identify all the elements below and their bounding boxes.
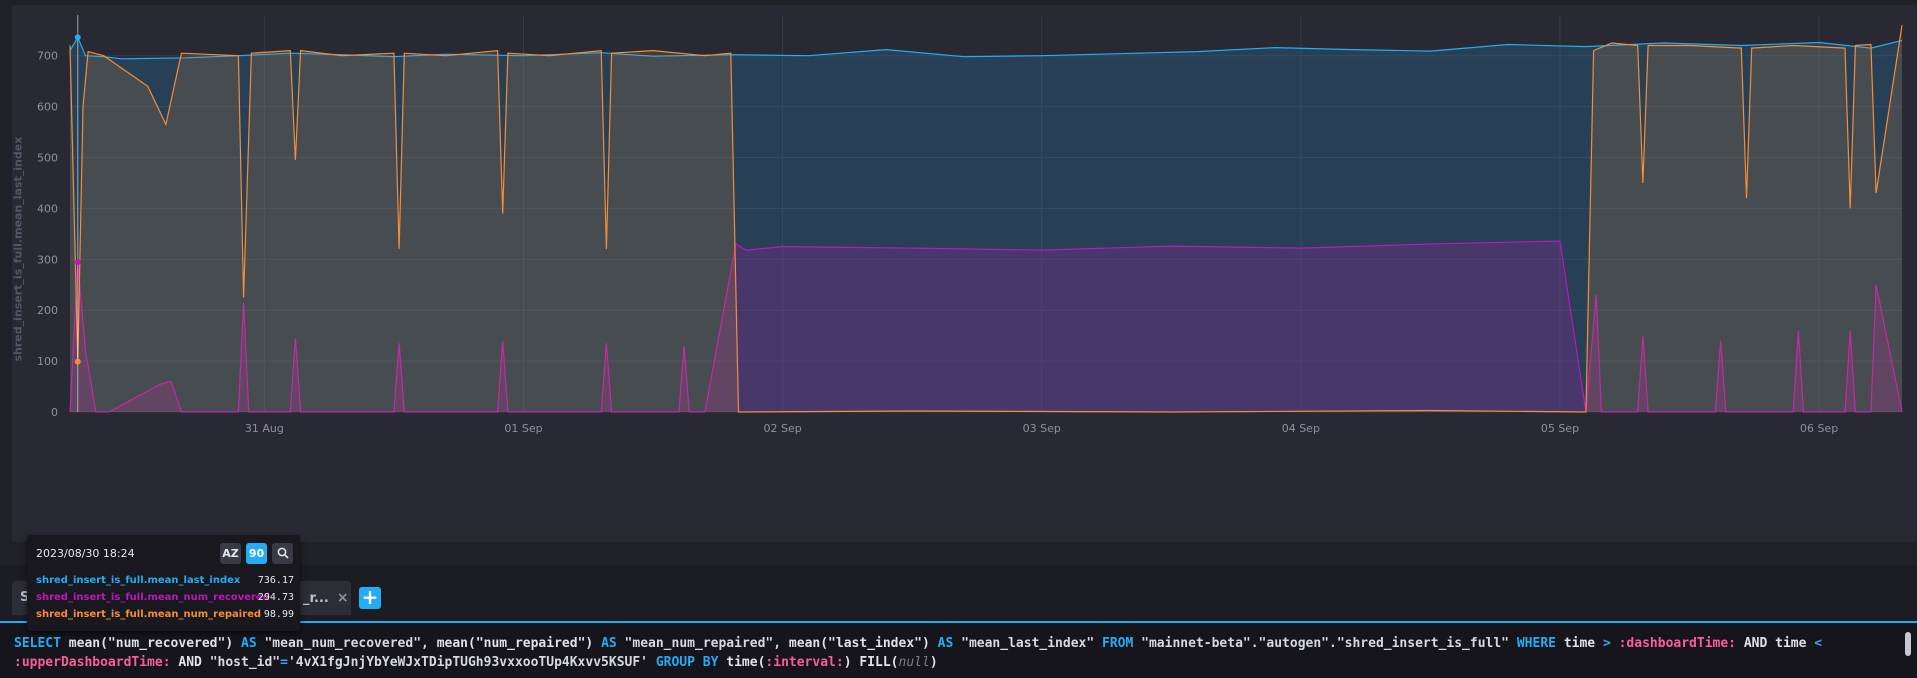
y-tick-label: 600 <box>37 101 58 114</box>
query-function: mean("num_repaired") <box>436 636 594 651</box>
x-tick-label: 04 Sep <box>1282 422 1320 435</box>
add-query-button[interactable]: + <box>359 587 381 609</box>
query-tab-1-label: S <box>20 590 30 605</box>
tooltip-series-name: shred_insert_is_full.mean_last_index <box>36 575 241 586</box>
query-keyword: AS <box>937 636 954 651</box>
series-line <box>69 36 1903 60</box>
y-tick-label: 300 <box>37 253 58 266</box>
series-area <box>70 25 1902 412</box>
search-icon <box>277 547 289 559</box>
query-field: "host_id" <box>209 655 281 670</box>
x-tick-label: 03 Sep <box>1023 422 1061 435</box>
data-point <box>74 358 81 365</box>
tooltip-series-value: 294.73 <box>257 592 294 603</box>
query-function: mean("num_recovered") <box>68 636 234 651</box>
y-tick-label: 400 <box>37 202 58 215</box>
query-tab-2[interactable]: _r... × <box>295 581 351 615</box>
series-line <box>69 25 1903 413</box>
x-tick-label: 06 Sep <box>1800 422 1838 435</box>
time-series-chart[interactable]: 0 100 200 300 400 500 600 700 31 Aug 01 Sep 02 Sep… <box>12 5 1917 542</box>
close-icon[interactable]: × <box>336 590 349 606</box>
query-keyword: GROUP BY <box>655 655 719 670</box>
tooltip-series-value: 98.99 <box>263 609 294 620</box>
query-keyword: WHERE <box>1516 636 1556 651</box>
y-tick-label: 200 <box>37 304 58 317</box>
query-value: '4vX1fgJnjYbYeWJxTDipTUGh93vxxooTUp4Kxvv… <box>287 655 648 670</box>
sort-numeric-button[interactable]: 90 <box>246 543 267 564</box>
y-tick-label: 0 <box>51 406 58 419</box>
query-keyword: SELECT <box>14 636 61 651</box>
query-function: mean("last_index") <box>788 636 930 651</box>
query-alias: "mean_num_repaired", <box>624 636 782 651</box>
query-line-1: SELECT mean("num_recovered") AS "mean_nu… <box>14 634 1903 653</box>
query-function: FILL( <box>859 655 899 670</box>
query-function: ) <box>929 655 938 670</box>
tooltip-row: shred_insert_is_full.mean_num_repaired 9… <box>36 609 294 623</box>
series-area <box>70 241 1902 412</box>
tooltip-series-name: shred_insert_is_full.mean_num_repaired <box>36 609 262 620</box>
data-point <box>74 258 81 265</box>
tooltip-row: shred_insert_is_full.mean_num_recovered … <box>36 592 294 606</box>
tooltip-series-name: shred_insert_is_full.mean_num_recovered <box>36 592 270 603</box>
query-value: null <box>898 655 930 670</box>
query-operator: > <box>1602 636 1611 651</box>
tooltip-timestamp: 2023/08/30 18:24 <box>36 547 135 560</box>
sort-alphabetical-button[interactable]: AZ <box>220 543 241 564</box>
series-area <box>70 37 1902 413</box>
query-alias: "mean_num_recovered", <box>264 636 429 651</box>
x-tick-label: 02 Sep <box>763 422 801 435</box>
query-alias: "mean_last_index" <box>961 636 1095 651</box>
series-line <box>69 240 1903 413</box>
y-tick-label: 500 <box>37 152 58 165</box>
query-keyword: AS <box>601 636 617 651</box>
query-measurement: "mainnet-beta"."autogen"."shred_insert_i… <box>1141 636 1510 651</box>
y-tick-label: 100 <box>37 355 58 368</box>
query-line-2: :upperDashboardTime: AND "host_id"='4vX1… <box>14 653 1903 672</box>
influxql-query-editor[interactable]: SELECT mean("num_recovered") AS "mean_nu… <box>0 621 1917 678</box>
hover-tooltip: 2023/08/30 18:24 AZ 90 shred_insert_is_f… <box>27 535 300 631</box>
query-template-variable: :dashboardTime: <box>1618 636 1737 651</box>
query-template-variable: :interval: <box>765 655 844 670</box>
query-tab-2-label: _r... <box>303 591 329 606</box>
y-tick-label: 700 <box>37 50 58 63</box>
y-axis-label: shred_insert_is_full.mean_last_index <box>11 136 25 362</box>
tooltip-row: shred_insert_is_full.mean_last_index 736… <box>36 575 294 589</box>
query-keyword: AND <box>178 655 202 670</box>
query-keyword: AS <box>241 636 257 651</box>
x-tick-label: 31 Aug <box>245 422 284 435</box>
query-keyword: FROM <box>1102 636 1134 651</box>
tooltip-search-button[interactable] <box>272 543 293 564</box>
query-operator: = <box>280 655 288 670</box>
query-function: time( <box>726 655 766 670</box>
query-field: time <box>1563 636 1596 651</box>
data-point <box>74 34 81 41</box>
query-function: ) <box>843 655 852 670</box>
editor-scrollbar[interactable] <box>1905 632 1911 656</box>
x-tick-label: 05 Sep <box>1541 422 1579 435</box>
query-keyword: AND <box>1743 636 1768 651</box>
query-operator: < <box>1814 636 1823 651</box>
query-template-variable: :upperDashboardTime: <box>14 655 171 670</box>
x-tick-label: 01 Sep <box>504 422 542 435</box>
tooltip-series-value: 736.17 <box>257 575 294 586</box>
query-field: time <box>1775 636 1807 651</box>
graph-panel: 0 100 200 300 400 500 600 700 31 Aug 01 Sep 02 Sep… <box>12 5 1917 542</box>
